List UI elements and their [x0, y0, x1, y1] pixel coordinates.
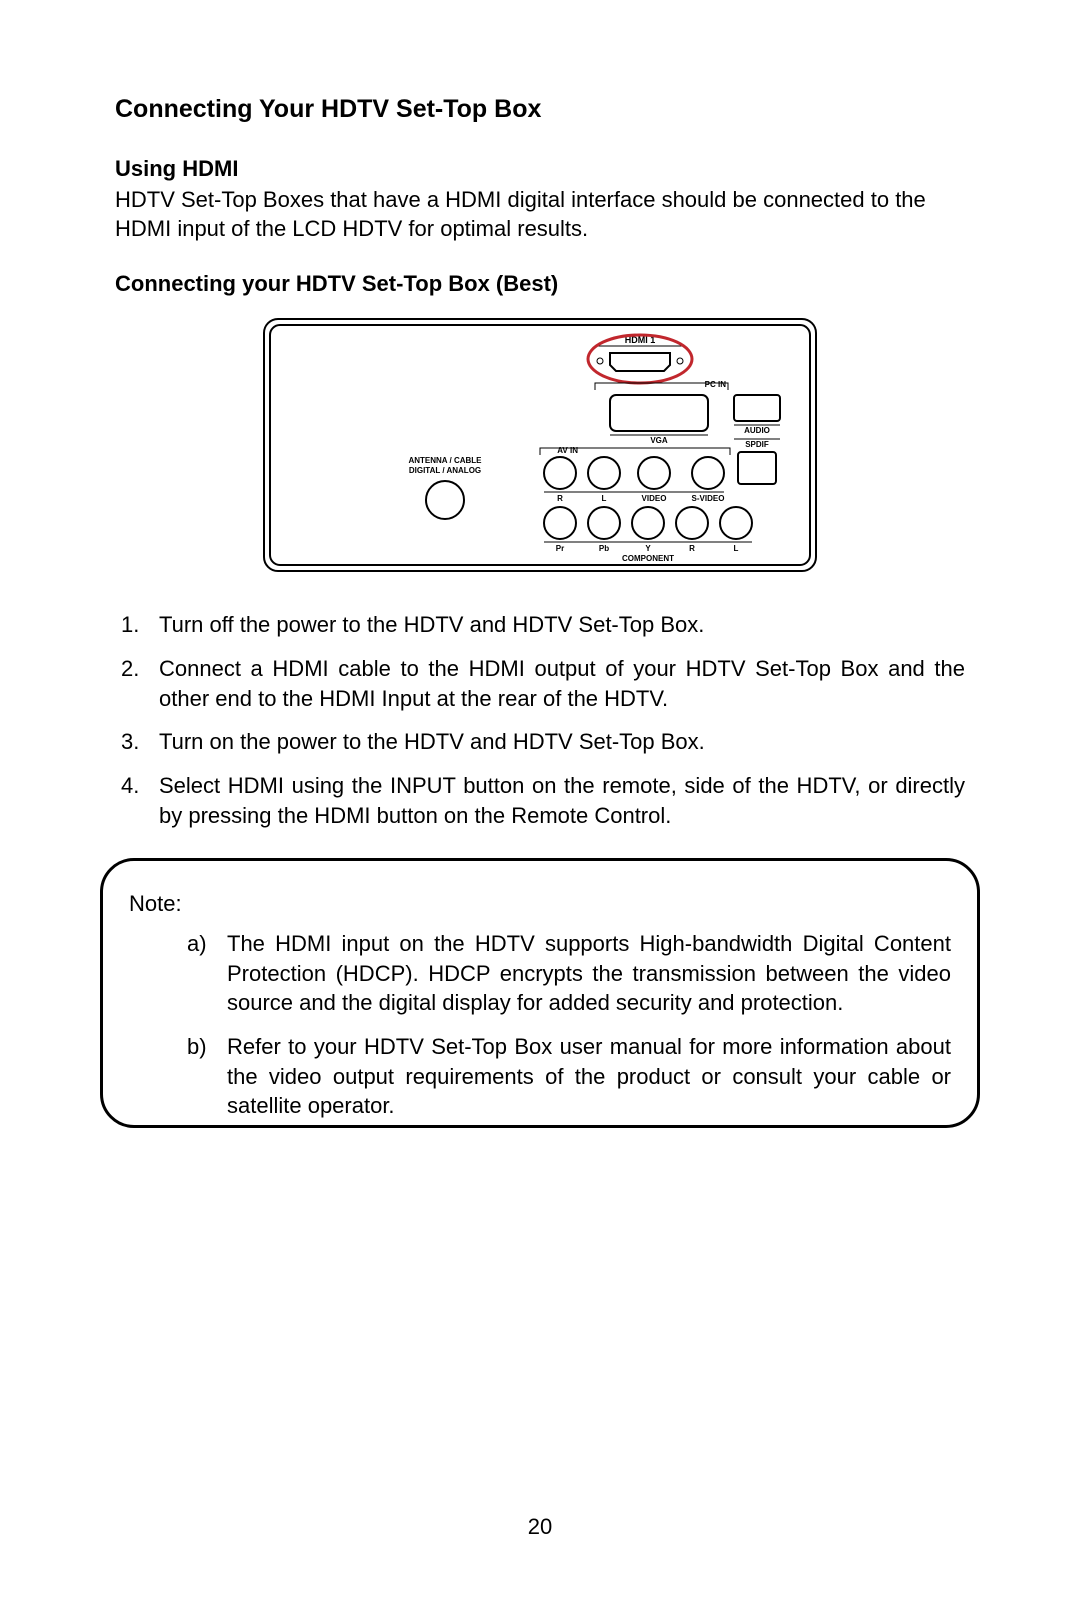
step-item: 3. Turn on the power to the HDTV and HDT… [115, 727, 965, 757]
section-subtitle: Using HDMI [115, 156, 965, 182]
note-box: Note: a) The HDMI input on the HDTV supp… [100, 858, 980, 1128]
step-number: 3. [115, 727, 159, 757]
diagram-label-avin: AV IN [557, 446, 578, 455]
diagram-label-l1: L [602, 494, 607, 503]
diagram-label-pr: Pr [556, 544, 564, 553]
note-text: The HDMI input on the HDTV supports High… [227, 929, 951, 1018]
diagram-label-r2: R [689, 544, 695, 553]
rear-panel-diagram: ANTENNA / CABLE DIGITAL / ANALOG HDMI 1 … [260, 315, 820, 580]
note-list: a) The HDMI input on the HDTV supports H… [129, 929, 951, 1121]
step-text: Turn off the power to the HDTV and HDTV … [159, 610, 965, 640]
diagram-label-video: VIDEO [642, 494, 667, 503]
diagram-label-antenna2: DIGITAL / ANALOG [409, 466, 481, 475]
step-number: 2. [115, 654, 159, 713]
step-item: 1. Turn off the power to the HDTV and HD… [115, 610, 965, 640]
step-text: Turn on the power to the HDTV and HDTV S… [159, 727, 965, 757]
diagram-label-pcin: PC IN [705, 380, 727, 389]
diagram-label-component: COMPONENT [622, 554, 674, 563]
step-text: Select HDMI using the INPUT button on th… [159, 771, 965, 830]
note-item: a) The HDMI input on the HDTV supports H… [129, 929, 951, 1018]
step-number: 1. [115, 610, 159, 640]
diagram-label-spdif: SPDIF [745, 440, 769, 449]
diagram-label-y: Y [645, 544, 651, 553]
step-number: 4. [115, 771, 159, 830]
step-item: 2. Connect a HDMI cable to the HDMI outp… [115, 654, 965, 713]
note-letter: b) [187, 1032, 227, 1121]
diagram-label-pb: Pb [599, 544, 609, 553]
page-number: 20 [0, 1514, 1080, 1540]
step-text: Connect a HDMI cable to the HDMI output … [159, 654, 965, 713]
intro-paragraph: HDTV Set-Top Boxes that have a HDMI digi… [115, 186, 965, 243]
page-title: Connecting Your HDTV Set-Top Box [115, 95, 965, 124]
diagram-label-audio: AUDIO [744, 426, 770, 435]
note-label: Note: [129, 889, 951, 919]
diagram-label-antenna1: ANTENNA / CABLE [408, 456, 482, 465]
note-text: Refer to your HDTV Set-Top Box user manu… [227, 1032, 951, 1121]
diagram-label-vga: VGA [650, 436, 668, 445]
note-item: b) Refer to your HDTV Set-Top Box user m… [129, 1032, 951, 1121]
note-letter: a) [187, 929, 227, 1018]
step-item: 4. Select HDMI using the INPUT button on… [115, 771, 965, 830]
diagram-label-svideo: S-VIDEO [692, 494, 725, 503]
diagram-label-l2: L [734, 544, 739, 553]
diagram-label-r1: R [557, 494, 563, 503]
steps-list: 1. Turn off the power to the HDTV and HD… [115, 610, 965, 830]
section-heading: Connecting your HDTV Set-Top Box (Best) [115, 271, 965, 297]
